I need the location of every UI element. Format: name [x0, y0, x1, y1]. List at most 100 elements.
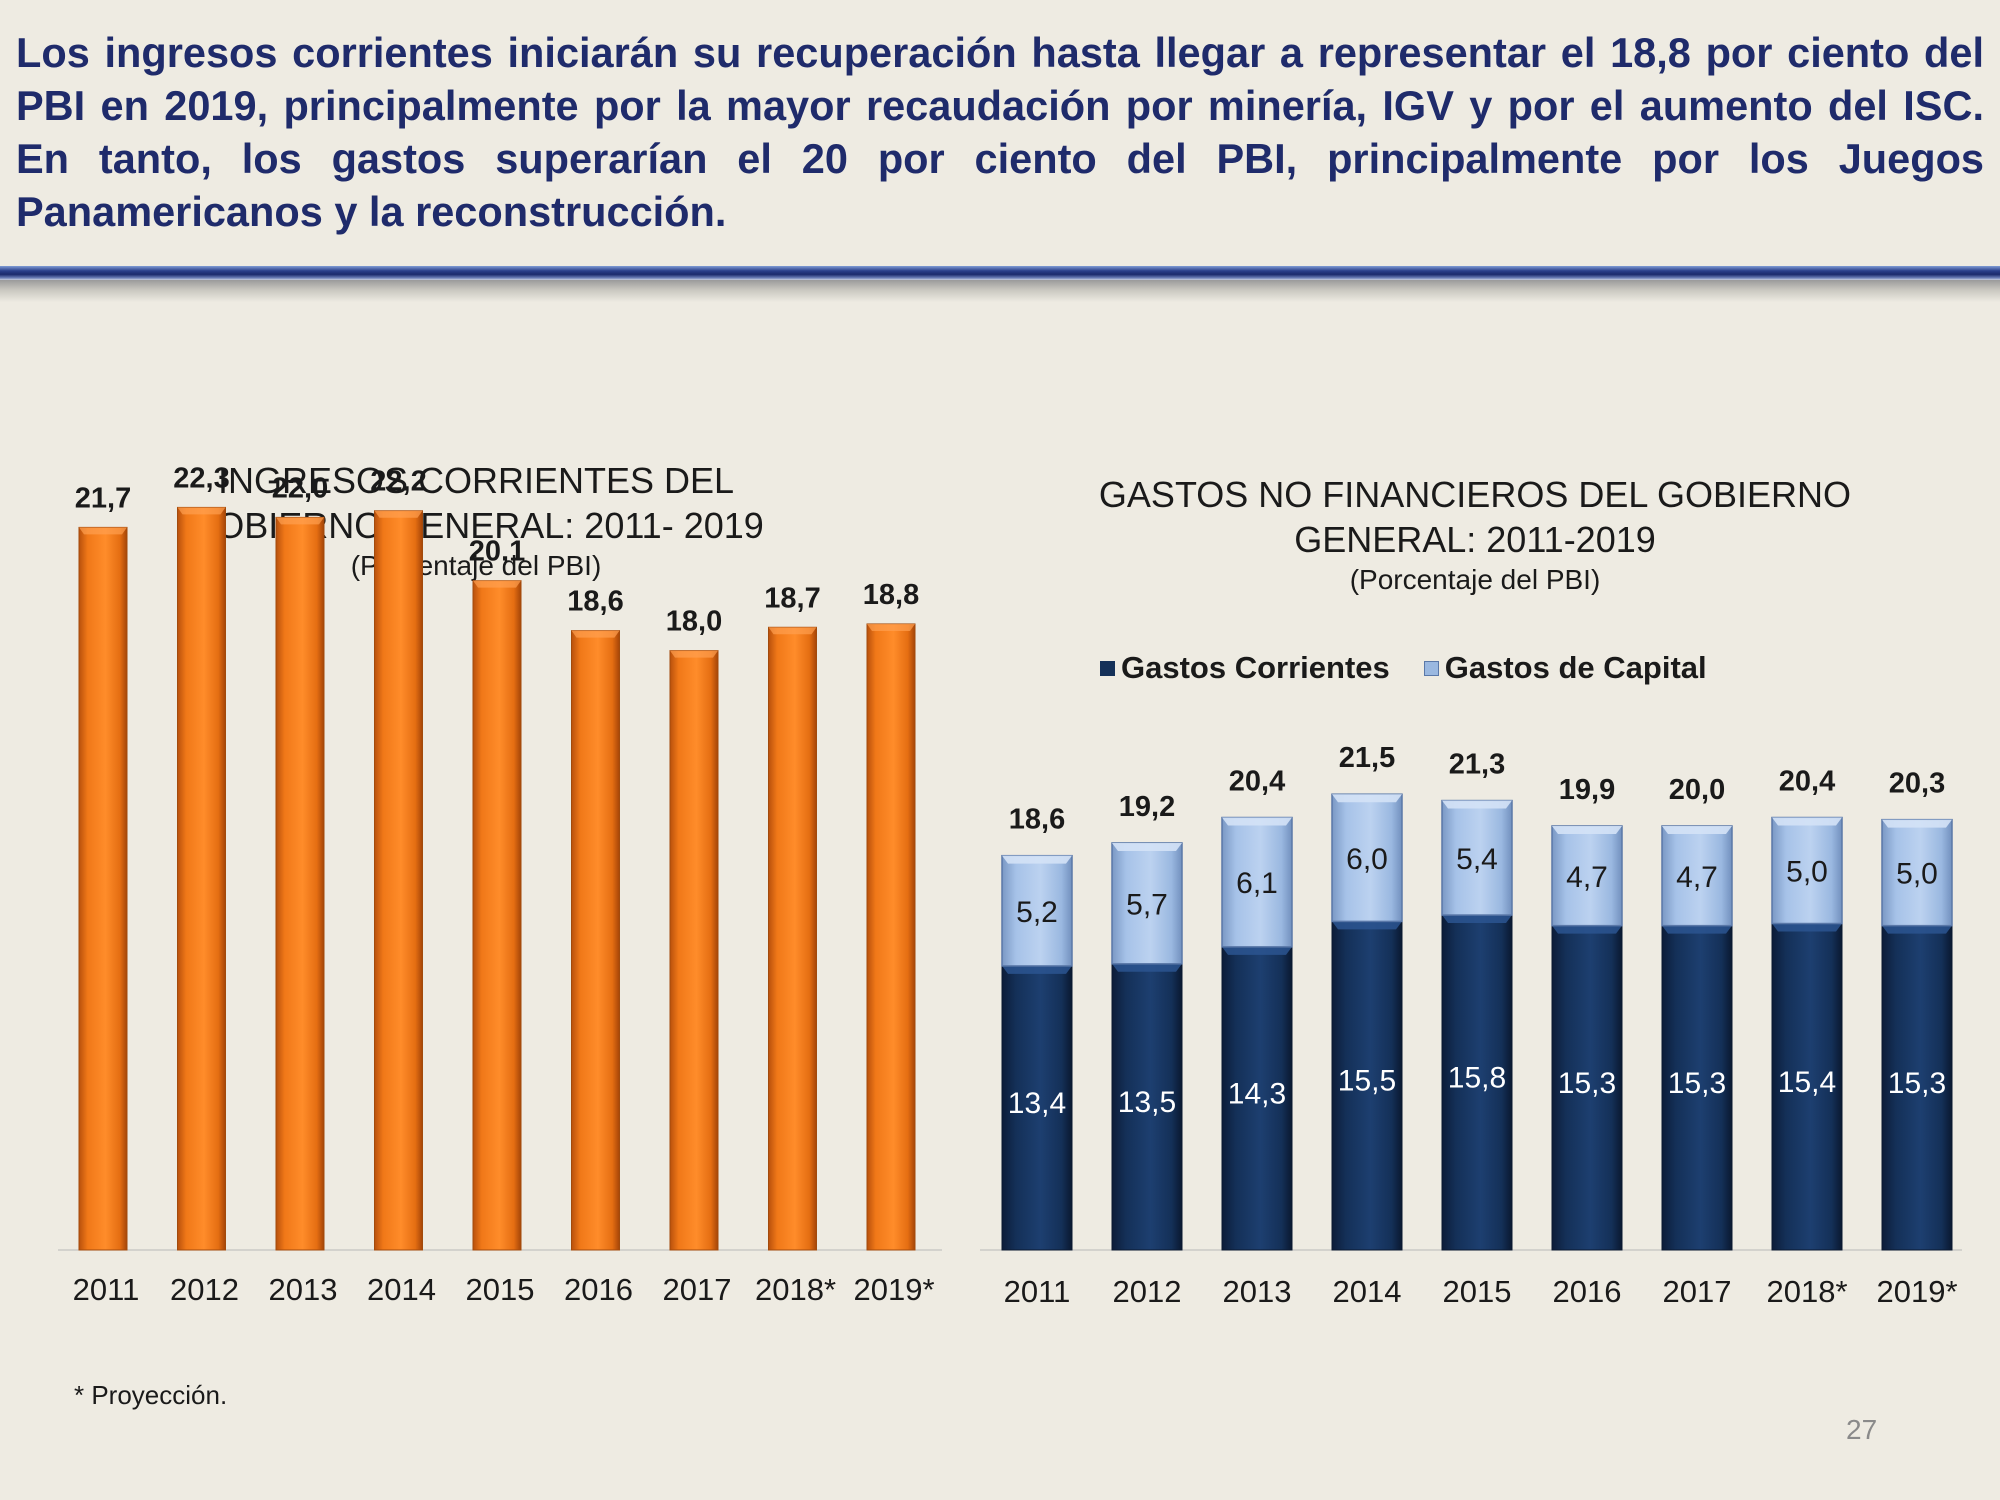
headline-text: Los ingresos corrientes iniciarán su rec… [16, 29, 1984, 235]
spending-title-line1: GASTOS NO FINANCIEROS DEL GOBIERNO [1098, 474, 1852, 515]
spending-bar-capital-2011 [1001, 854, 1073, 967]
income-bar-2012 [177, 506, 226, 1251]
spending-bar-capital-cap-2016 [1552, 826, 1622, 834]
spending-bar-corrientes-2017 [1661, 925, 1733, 1251]
spending-corrientes-label-2014: 15,5 [1338, 1065, 1396, 1098]
spending-bar-capital-cap-2013 [1222, 817, 1292, 826]
income-value-label-2013: 22,0 [272, 472, 328, 504]
income-bar-2016 [571, 630, 620, 1251]
spending-bar-capital-2016 [1551, 825, 1623, 927]
income-bar-cap-2014 [374, 510, 423, 518]
income-bar-2018* [768, 626, 817, 1251]
spending-capital-label-2017: 4,7 [1676, 861, 1718, 894]
spending-bar-corrientes-2018* [1771, 923, 1843, 1251]
spending-bar-capital-cap-2019* [1882, 819, 1952, 828]
spending-total-label-2011: 18,6 [1009, 804, 1065, 836]
spending-total-label-2014: 21,5 [1339, 742, 1395, 774]
spending-tick-label-2015: 2015 [1443, 1274, 1512, 1309]
spending-bar-capital-cap-2011 [1002, 855, 1072, 864]
spending-total-label-2015: 21,3 [1449, 749, 1505, 781]
spending-bar-corrientes-cap-2016 [1552, 925, 1622, 934]
legend-swatch-capital [1423, 660, 1439, 676]
spending-tick-label-2014: 2014 [1333, 1274, 1402, 1309]
spending-bar-corrientes-2013 [1221, 946, 1293, 1251]
income-bar-2019* [866, 623, 916, 1251]
income-value-label-2017: 18,0 [666, 606, 722, 638]
income-bar-cap-2015 [473, 580, 521, 588]
income-tick-label-2011: 2011 [73, 1272, 140, 1307]
spending-bar-corrientes-cap-2017 [1662, 925, 1732, 934]
spending-corrientes-label-2015: 15,8 [1448, 1062, 1506, 1095]
income-tick-label-2019*: 2019* [853, 1272, 934, 1307]
spending-bar-capital-2013 [1221, 816, 1293, 948]
income-value-label-2016: 18,6 [567, 586, 623, 618]
legend-swatch-corrientes [1100, 660, 1115, 676]
spending-tick-label-2013: 2013 [1223, 1274, 1292, 1309]
footnote: * Proyección. [74, 1380, 228, 1410]
header-divider [0, 266, 2000, 280]
spending-bar-capital-cap-2012 [1112, 842, 1182, 851]
spending-capital-label-2011: 5,2 [1016, 896, 1058, 929]
income-tick-label-2018*: 2018* [755, 1272, 836, 1307]
spending-corrientes-label-2012: 13,5 [1118, 1086, 1176, 1119]
spending-bar-corrientes-cap-2011 [1002, 965, 1072, 974]
spending-total-label-2018*: 20,4 [1779, 766, 1835, 798]
spending-subtitle: (Porcentaje del PBI) [1349, 564, 1601, 595]
spending-bar-capital-2019* [1881, 818, 1953, 927]
income-tick-label-2014: 2014 [367, 1272, 436, 1307]
spending-tick-label-2017: 2017 [1663, 1274, 1732, 1309]
legend-label-capital: Gastos de Capital [1444, 650, 1707, 685]
income-bar-cap-2017 [670, 650, 718, 658]
spending-bar-corrientes-cap-2014 [1332, 921, 1402, 930]
spending-capital-label-2016: 4,7 [1566, 861, 1608, 894]
spending-corrientes-label-2019*: 15,3 [1888, 1067, 1946, 1100]
income-tick-label-2016: 2016 [564, 1272, 633, 1307]
income-value-label-2019*: 18,8 [863, 579, 919, 611]
income-tick-label-2012: 2012 [170, 1272, 239, 1307]
spending-bar-corrientes-2016 [1551, 925, 1623, 1251]
income-bar-2017 [669, 650, 719, 1251]
spending-capital-label-2019*: 5,0 [1896, 858, 1938, 891]
income-value-label-2011: 21,7 [75, 482, 131, 514]
income-bar-2015 [472, 580, 522, 1251]
spending-bar-corrientes-cap-2018* [1772, 923, 1842, 932]
spending-corrientes-label-2017: 15,3 [1668, 1067, 1726, 1100]
income-bar-cap-2016 [571, 630, 620, 638]
spending-capital-label-2015: 5,4 [1456, 843, 1498, 876]
income-value-label-2014: 22,2 [370, 466, 426, 498]
income-tick-label-2013: 2013 [269, 1272, 338, 1307]
income-bar-cap-2012 [177, 507, 226, 515]
income-bar-cap-2013 [276, 517, 324, 525]
spending-total-label-2017: 20,0 [1669, 774, 1725, 806]
spending-tick-label-2018*: 2018* [1766, 1274, 1847, 1309]
spending-bar-capital-cap-2018* [1772, 817, 1842, 826]
spending-corrientes-label-2018*: 15,4 [1778, 1066, 1836, 1099]
spending-total-label-2019*: 20,3 [1889, 768, 1945, 800]
spending-chart-title: GASTOS NO FINANCIEROS DEL GOBIERNO GENER… [1000, 472, 1950, 598]
spending-bar-capital-2018* [1771, 816, 1843, 925]
spending-total-label-2012: 19,2 [1119, 791, 1175, 823]
spending-corrientes-label-2016: 15,3 [1558, 1067, 1616, 1100]
income-bar-2011 [78, 526, 128, 1251]
income-title-line1: INGRESOS CORRIENTES DEL [217, 460, 735, 501]
spending-bar-corrientes-2014 [1331, 920, 1403, 1251]
page-number: 27 [1846, 1414, 1878, 1445]
legend-label-corrientes: Gastos Corrientes [1121, 650, 1390, 685]
income-tick-label-2015: 2015 [466, 1272, 535, 1307]
spending-legend: Gastos Corrientes Gastos de Capital [1100, 648, 1741, 688]
spending-total-label-2016: 19,9 [1559, 774, 1615, 806]
income-value-label-2015: 20,1 [469, 536, 525, 568]
spending-title-line2: GENERAL: 2011-2019 [1294, 519, 1656, 560]
spending-tick-label-2016: 2016 [1553, 1274, 1622, 1309]
spending-bar-corrientes-cap-2019* [1882, 925, 1952, 934]
income-bar-cap-2018* [768, 627, 817, 635]
spending-bar-corrientes-cap-2015 [1442, 915, 1512, 924]
spending-bar-capital-cap-2014 [1332, 794, 1402, 803]
spending-total-label-2013: 20,4 [1229, 766, 1285, 798]
spending-corrientes-label-2013: 14,3 [1228, 1077, 1286, 1110]
spending-bar-capital-cap-2015 [1442, 800, 1512, 809]
income-bar-cap-2011 [79, 527, 127, 535]
income-tick-label-2017: 2017 [663, 1272, 732, 1307]
spending-tick-label-2012: 2012 [1113, 1274, 1182, 1309]
